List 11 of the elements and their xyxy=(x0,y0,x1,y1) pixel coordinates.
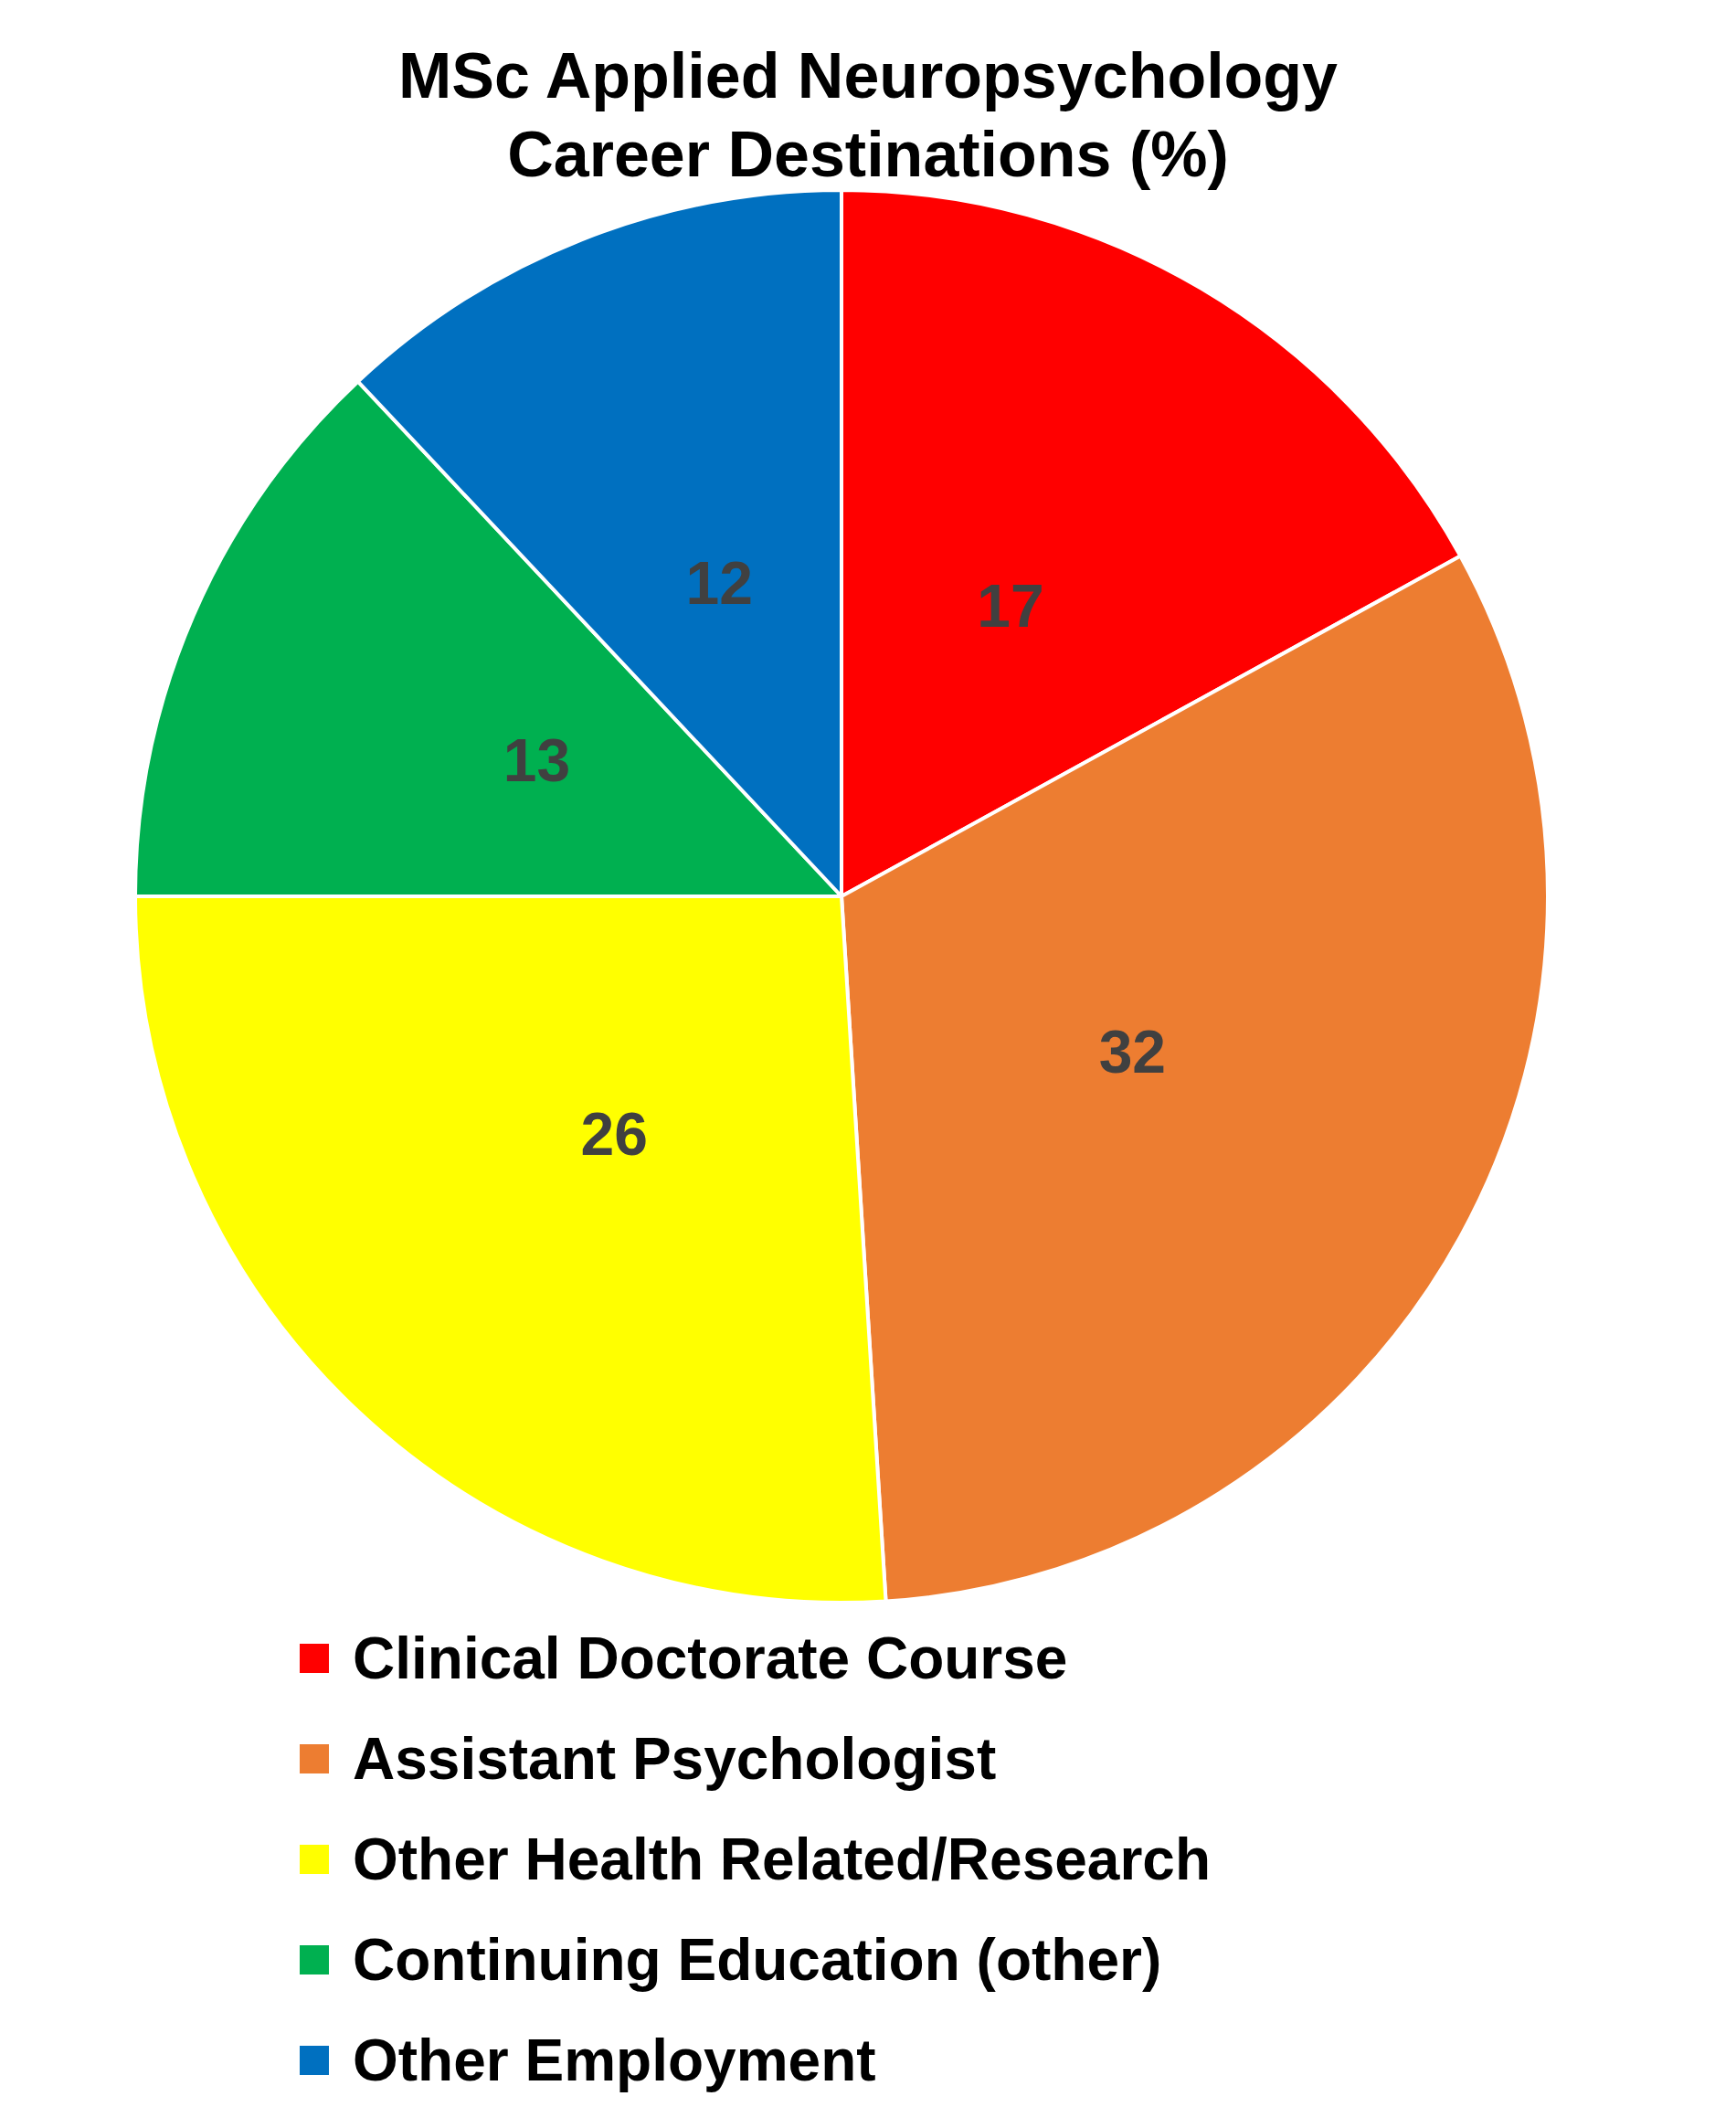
legend-label: Other Employment xyxy=(353,2027,876,2094)
legend-label: Assistant Psychologist xyxy=(353,1725,997,1793)
data-label: 17 xyxy=(977,572,1044,641)
data-label: 13 xyxy=(503,725,571,794)
data-label: 26 xyxy=(580,1100,649,1169)
chart-title: MSc Applied Neuropsychology Career Destinations (%) xyxy=(397,39,1339,192)
legend-label: Clinical Doctorate Course xyxy=(353,1625,1068,1692)
legend-label: Other Health Related/Research xyxy=(353,1826,1211,1893)
legend-label: Continuing Education (other) xyxy=(353,1926,1162,1994)
data-label: 12 xyxy=(685,549,753,618)
data-label: 32 xyxy=(1098,1018,1167,1086)
